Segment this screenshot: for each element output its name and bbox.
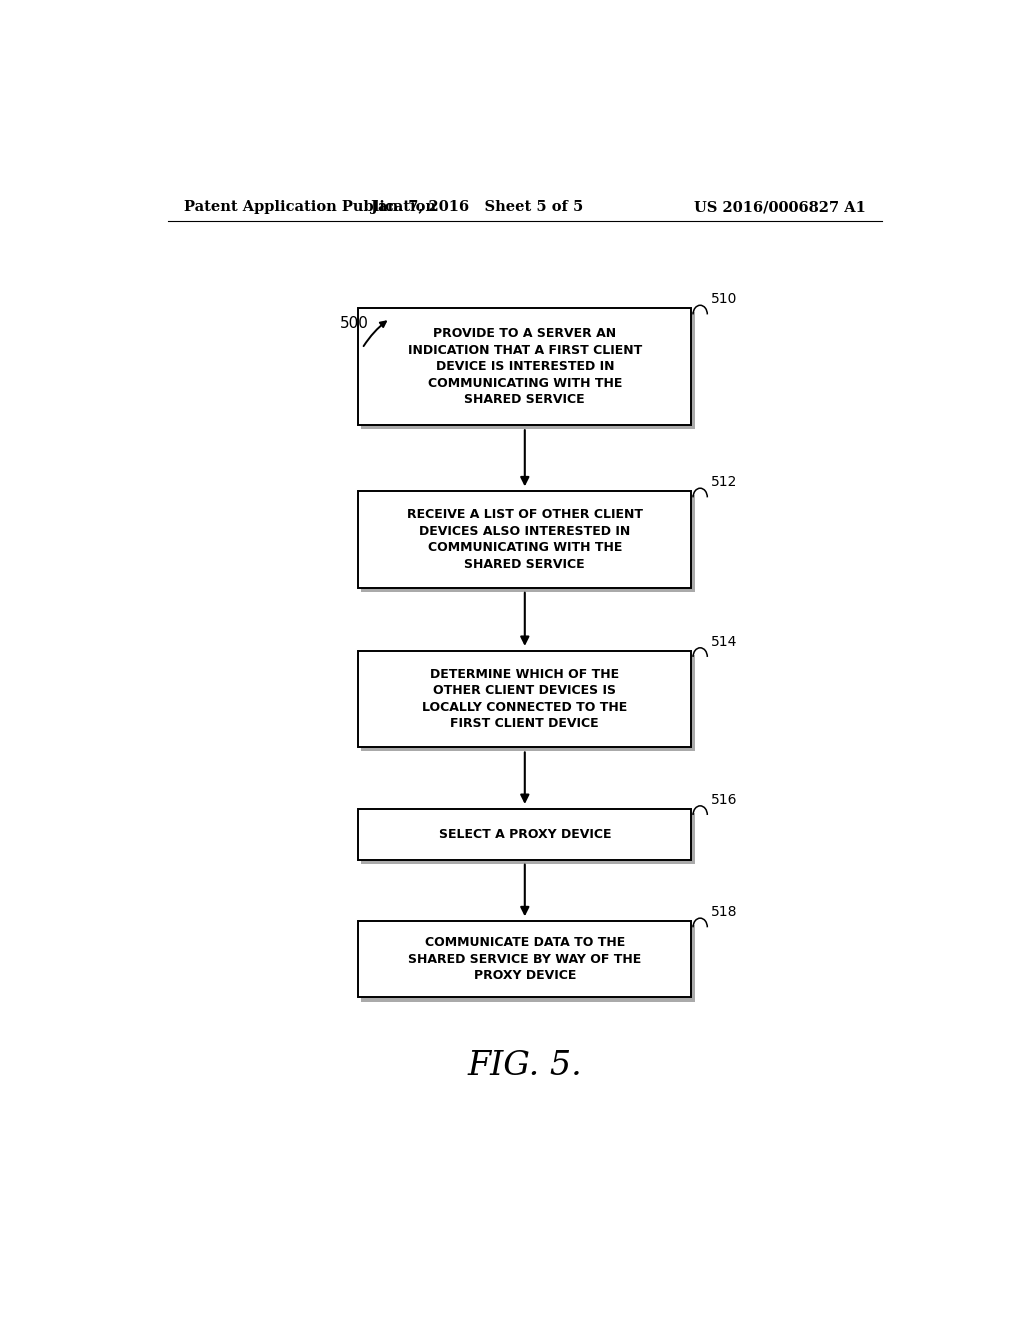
Bar [361, 495, 694, 591]
Bar [358, 651, 691, 747]
Bar [361, 313, 694, 429]
Bar [358, 809, 691, 859]
Text: Jan. 7, 2016   Sheet 5 of 5: Jan. 7, 2016 Sheet 5 of 5 [371, 201, 584, 214]
Bar [361, 655, 694, 751]
Text: COMMUNICATE DATA TO THE
SHARED SERVICE BY WAY OF THE
PROXY DEVICE: COMMUNICATE DATA TO THE SHARED SERVICE B… [409, 936, 641, 982]
Text: DETERMINE WHICH OF THE
OTHER CLIENT DEVICES IS
LOCALLY CONNECTED TO THE
FIRST CL: DETERMINE WHICH OF THE OTHER CLIENT DEVI… [422, 668, 628, 730]
Text: 510: 510 [712, 292, 737, 306]
Text: 516: 516 [712, 793, 738, 807]
Text: Patent Application Publication: Patent Application Publication [183, 201, 435, 214]
Text: 514: 514 [712, 635, 737, 649]
Text: RECEIVE A LIST OF OTHER CLIENT
DEVICES ALSO INTERESTED IN
COMMUNICATING WITH THE: RECEIVE A LIST OF OTHER CLIENT DEVICES A… [407, 508, 643, 570]
Bar [358, 309, 691, 425]
Text: 512: 512 [712, 475, 737, 490]
Bar [358, 921, 691, 998]
Bar [361, 925, 694, 1002]
Text: 500: 500 [340, 315, 369, 330]
Bar [361, 813, 694, 863]
Text: US 2016/0006827 A1: US 2016/0006827 A1 [694, 201, 866, 214]
Text: SELECT A PROXY DEVICE: SELECT A PROXY DEVICE [438, 828, 611, 841]
Text: PROVIDE TO A SERVER AN
INDICATION THAT A FIRST CLIENT
DEVICE IS INTERESTED IN
CO: PROVIDE TO A SERVER AN INDICATION THAT A… [408, 327, 642, 407]
Text: FIG. 5.: FIG. 5. [467, 1049, 583, 1082]
Text: 518: 518 [712, 906, 738, 919]
Bar [358, 491, 691, 587]
